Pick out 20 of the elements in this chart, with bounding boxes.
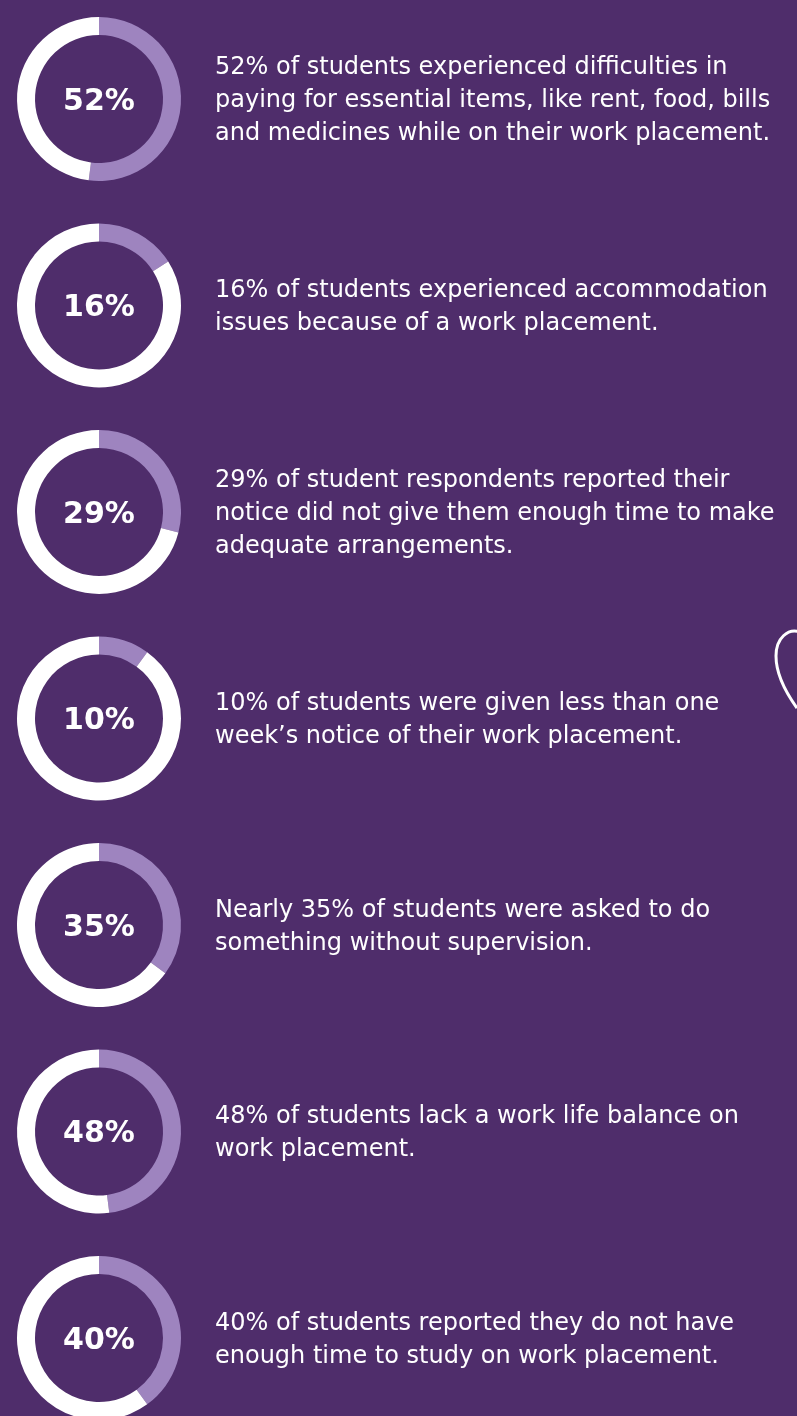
donut-slice xyxy=(99,223,169,272)
donut-slice xyxy=(17,636,181,801)
text: 10% xyxy=(63,701,135,737)
text: 48% xyxy=(63,1114,135,1150)
donut-slice xyxy=(17,223,181,388)
text: 16% xyxy=(63,288,135,324)
text: 29% of student respondents reported their notice did not give them enough time to make adequate arrangements. xyxy=(215,465,775,560)
text: 48% of students lack a work life balance on work placement. xyxy=(215,1101,739,1163)
donut-slice xyxy=(99,636,148,667)
text: 16% of students experienced accommodation issues because of a work placement. xyxy=(215,275,768,337)
text: 29% xyxy=(63,494,135,530)
text: 40% of students reported they do not have enough time to study on work placement. xyxy=(215,1307,735,1369)
text: 52% xyxy=(63,81,135,117)
donut-slice xyxy=(17,843,166,1007)
text: 35% xyxy=(63,907,135,943)
text: 52% of students experienced difficulties in paying for essential items, like rent, food, bills and medicines while on their work placement. xyxy=(215,52,771,147)
text: Nearly 35% of students were asked to do something without supervision. xyxy=(215,894,711,956)
text: 10% of students were given less than one week’s notice of their work placement. xyxy=(215,688,720,750)
donut-slice xyxy=(17,430,179,594)
text: 40% xyxy=(63,1320,135,1356)
